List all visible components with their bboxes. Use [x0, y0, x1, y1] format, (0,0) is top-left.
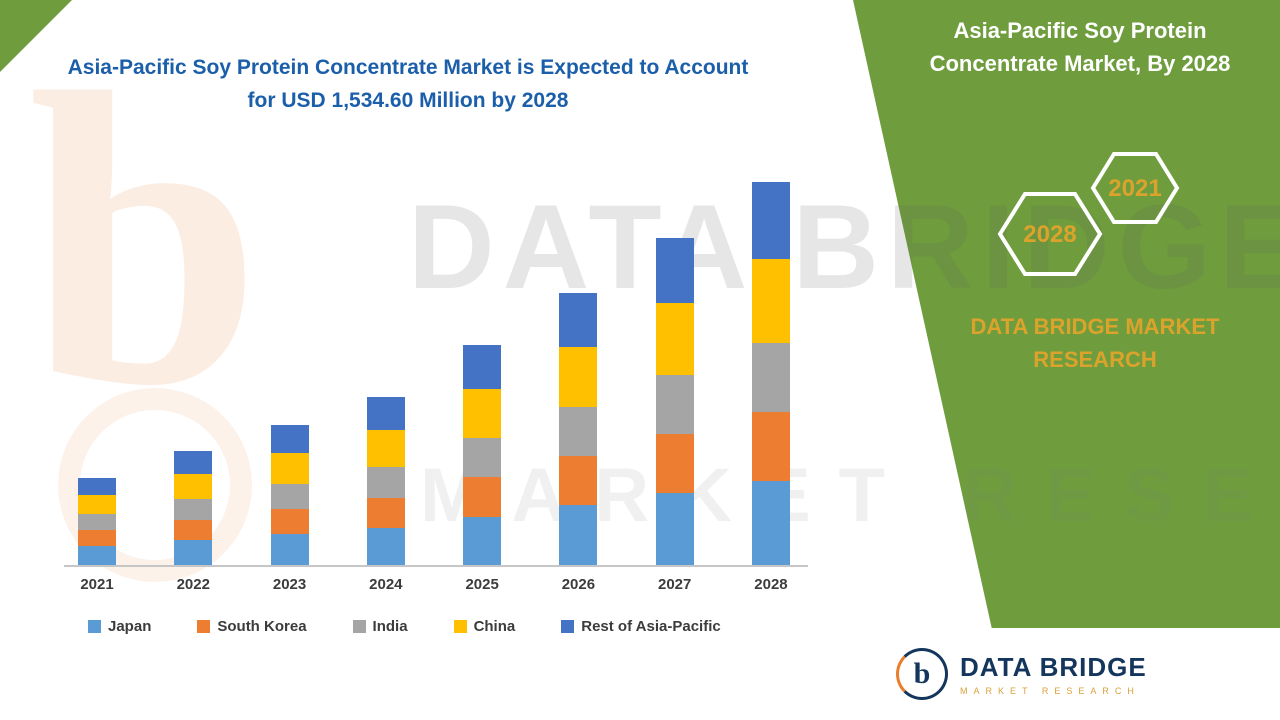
- hexagon-2021: [1090, 152, 1180, 224]
- bar-segment-japan: [270, 534, 309, 565]
- x-axis-label-2021: 2021: [80, 576, 114, 593]
- bar-segment-japan: [174, 540, 213, 565]
- legend-item-rest-of-asia-pacific: Rest of Asia-Pacific: [561, 618, 721, 635]
- legend-item-japan: Japan: [88, 618, 151, 635]
- x-axis-label-2028: 2028: [754, 576, 788, 593]
- bar-segment-china: [78, 495, 116, 515]
- bar-segment-india: [463, 437, 502, 478]
- legend-label: South Korea: [217, 618, 307, 635]
- bar-segment-china: [174, 474, 213, 500]
- watermark-brand-text: DATA BRIDGE: [408, 180, 1280, 314]
- legend-swatch: [453, 620, 467, 633]
- footer-texts: DATA BRIDGE MARKET RESEARCH: [960, 652, 1147, 696]
- badge-2021-label: 2021: [1108, 175, 1161, 202]
- bar-segment-south-korea: [174, 519, 213, 541]
- hexagon-2028: [997, 192, 1103, 276]
- bar-segment-south-korea: [559, 456, 598, 506]
- bar-segment-india: [174, 499, 213, 520]
- bar-segment-india: [751, 342, 790, 412]
- bar-segment-south-korea: [366, 497, 405, 528]
- x-axis-label-2024: 2024: [369, 576, 403, 593]
- bar-segment-china: [366, 430, 405, 468]
- x-axis-label-2022: 2022: [176, 576, 210, 593]
- x-axis-label-2023: 2023: [272, 576, 307, 593]
- bar-segment-india: [655, 375, 694, 435]
- watermark-b-logo: b: [28, 7, 262, 472]
- side-panel-heading: Asia-Pacific Soy Protein Concentrate Mar…: [929, 18, 1231, 76]
- legend: Japan South Korea India China Rest of Asia-P…: [88, 618, 721, 635]
- chart-title: Asia-Pacific Soy Protein Concentrate Mar…: [67, 56, 749, 112]
- bar-2025: [463, 345, 502, 565]
- legend-label: India: [372, 618, 408, 635]
- badge-2028-label: 2028: [1023, 221, 1076, 248]
- bar-segment-rest-of-asia-pacific: [751, 182, 790, 259]
- bar-segment-south-korea: [78, 530, 116, 546]
- bar-2021: [78, 477, 116, 565]
- bar-segment-india: [559, 407, 598, 457]
- bar-segment-japan: [463, 516, 502, 565]
- logo-b-letter: b: [913, 657, 931, 690]
- bar-2026: [559, 293, 598, 565]
- legend-item-china: China: [453, 618, 516, 635]
- bar-2023: [270, 425, 309, 565]
- brand-text: DATA BRIDGE MARKET RESEARCH: [970, 314, 1220, 372]
- bar-segment-rest-of-asia-pacific: [78, 477, 116, 496]
- legend-swatch: [352, 620, 366, 633]
- bar-segment-rest-of-asia-pacific: [655, 238, 694, 304]
- bar-segment-india: [270, 483, 309, 510]
- footer-logo: b DATA BRIDGE MARKET RESEARCH: [878, 628, 1280, 720]
- bar-segment-japan: [78, 545, 116, 565]
- legend-label: China: [473, 618, 516, 635]
- bar-segment-japan: [655, 493, 694, 565]
- bar-segment-rest-of-asia-pacific: [559, 293, 598, 348]
- bar-segment-china: [463, 389, 502, 438]
- bar-segment-south-korea: [751, 411, 790, 481]
- bar-segment-rest-of-asia-pacific: [270, 425, 309, 454]
- legend-label: Rest of Asia-Pacific: [581, 618, 721, 635]
- legend-item-india: India: [352, 618, 408, 635]
- bar-segment-japan: [751, 480, 790, 565]
- bar-2024: [366, 396, 405, 565]
- legend-swatch: [197, 620, 211, 633]
- bar-2028: [751, 182, 790, 565]
- bar-segment-south-korea: [655, 434, 694, 494]
- bar-segment-rest-of-asia-pacific: [366, 396, 405, 431]
- bar-segment-rest-of-asia-pacific: [174, 451, 213, 475]
- x-axis-line: [64, 565, 808, 567]
- bar-segment-china: [559, 347, 598, 408]
- bar-2022: [174, 451, 213, 565]
- x-axis-label-2025: 2025: [465, 576, 499, 593]
- bar-segment-rest-of-asia-pacific: [463, 345, 502, 390]
- bar-segment-china: [751, 258, 790, 343]
- legend-label: Japan: [108, 618, 152, 635]
- x-axis-label-2026: 2026: [561, 576, 596, 593]
- legend-swatch: [88, 620, 101, 633]
- legend-swatch: [561, 620, 575, 633]
- bar-segment-south-korea: [270, 509, 309, 535]
- bar-segment-india: [366, 467, 405, 498]
- bar-segment-japan: [366, 527, 405, 565]
- bar-segment-china: [655, 303, 694, 376]
- bar-segment-china: [270, 453, 309, 484]
- bar-segment-south-korea: [463, 477, 502, 517]
- legend-item-south-korea: South Korea: [197, 618, 307, 635]
- year-badges: 2028 2021: [997, 152, 1180, 276]
- x-axis-label-2027: 2027: [658, 576, 692, 593]
- footer-brand-tagline: MARKET RESEARCH: [960, 686, 1140, 696]
- bar-segment-india: [78, 514, 116, 531]
- footer-brand-name: DATA BRIDGE: [960, 652, 1147, 682]
- bar-segment-japan: [559, 505, 598, 565]
- x-axis-labels: 2021 2022 2023 2024 2025 2026 2027 2028: [78, 576, 790, 593]
- bar-2027: [655, 238, 694, 565]
- bar-chart: [78, 182, 790, 565]
- databridge-logo-icon: b: [896, 648, 948, 700]
